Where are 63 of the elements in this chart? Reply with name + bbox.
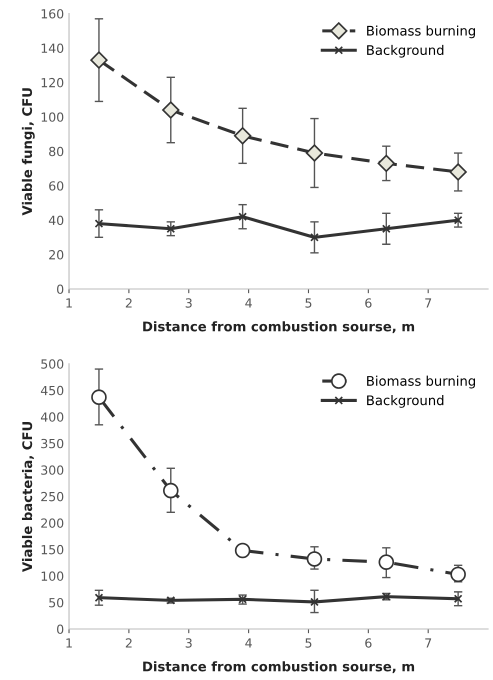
y-tick-label: 80: [49, 146, 64, 156]
y-tick-label: 60: [49, 181, 64, 191]
point: [449, 163, 467, 181]
y-tick-label: 400: [40, 412, 64, 422]
point: [378, 554, 394, 570]
y-tick-label: 100: [42, 571, 64, 581]
x-tick-label: 3: [186, 298, 192, 308]
point: [454, 216, 462, 224]
y-tick-label: 0: [57, 624, 64, 634]
legend-label: Biomass burning: [367, 376, 475, 388]
point: [450, 566, 466, 582]
point: [166, 224, 176, 234]
x-tick-label: 7: [425, 638, 432, 648]
y-tick-label: 160: [42, 9, 64, 19]
x-tick-label: 5: [305, 638, 312, 648]
y-tick-label: 450: [40, 386, 64, 396]
x-tick-label: 1: [66, 298, 72, 308]
y-tick-label: 250: [41, 492, 64, 502]
x-tick-label: 7: [425, 298, 432, 308]
x-tick-label: 2: [126, 298, 132, 308]
x-tick-label: 4: [245, 638, 252, 648]
point: [90, 51, 108, 69]
y-tick-label: 120: [42, 78, 64, 88]
y-tick-label: 40: [48, 216, 64, 226]
point: [382, 224, 391, 234]
point: [306, 551, 322, 567]
legend-label: Background: [367, 44, 444, 58]
point: [306, 144, 324, 162]
x-tick-label: 5: [305, 298, 312, 308]
x-tick-label: 6: [365, 638, 372, 648]
point: [238, 212, 247, 222]
y-tick-label: 300: [41, 465, 64, 475]
x-tick-label: 4: [245, 298, 252, 308]
y-tick-label: 100: [42, 112, 64, 122]
point: [162, 101, 180, 119]
x-tick-label: 3: [186, 638, 192, 648]
y-axis-title: Viable fungi, CFU: [22, 88, 35, 216]
point: [454, 594, 462, 604]
point: [378, 154, 395, 172]
y-tick-label: 350: [41, 438, 64, 448]
x-tick-label: 6: [365, 298, 372, 308]
x-axis-title: Distance from combustion sourse, m: [143, 321, 414, 334]
point: [94, 219, 104, 228]
x-axis-title: Distance from combustion sourse, m: [143, 661, 414, 674]
y-tick-label: 150: [42, 544, 64, 554]
point: [234, 542, 250, 558]
y-tick-label: 0: [57, 284, 64, 294]
legend-label: Background: [367, 395, 444, 408]
point: [94, 593, 104, 602]
point: [91, 389, 107, 405]
x-tick-label: 1: [66, 638, 72, 648]
y-tick-label: 50: [49, 598, 64, 608]
point: [163, 482, 179, 498]
y-axis-title: Viable bacteria, CFU: [22, 422, 34, 572]
x-tick-label: 2: [126, 638, 132, 648]
point: [234, 127, 252, 144]
legend-label: Biomass burning: [367, 25, 475, 38]
y-tick-label: 140: [42, 43, 64, 53]
point: [310, 233, 319, 242]
point: [310, 598, 319, 606]
y-tick-label: 500: [41, 359, 64, 369]
y-tick-label: 20: [49, 250, 64, 260]
y-tick-label: 200: [41, 518, 64, 528]
